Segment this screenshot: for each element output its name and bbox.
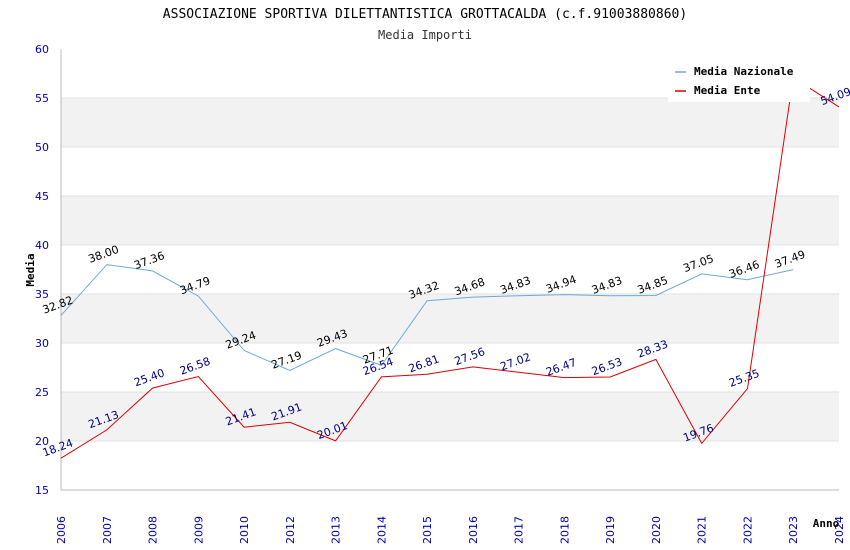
y-tick-label: 45: [35, 190, 49, 203]
y-tick-label: 60: [35, 43, 49, 56]
x-tick-label: 2008: [147, 516, 160, 544]
y-tick-labels: 15 20 25 30 35 40 45 50 55 60: [35, 43, 49, 497]
series-line-media-ente: [60, 76, 840, 459]
x-axis-label: Anno: [813, 517, 840, 530]
x-tick-label: 2018: [558, 516, 571, 544]
grid-band: [61, 196, 839, 245]
grid-band: [61, 294, 839, 343]
x-tick-label: 2012: [284, 516, 297, 544]
grid-band: [61, 441, 839, 490]
y-tick-label: 40: [35, 239, 49, 252]
x-tick-label: 2015: [421, 516, 434, 544]
x-tick-label: 2023: [787, 516, 800, 544]
legend-label-media-ente: Media Ente: [694, 84, 761, 97]
legend-background: [668, 58, 810, 102]
grid-band: [61, 98, 839, 147]
grid-band: [61, 343, 839, 392]
x-tick-label: 2017: [513, 516, 526, 544]
series-lines: [60, 76, 840, 459]
y-tick-label: 50: [35, 141, 49, 154]
y-tick-label: 30: [35, 337, 49, 350]
axes: [60, 49, 839, 491]
x-tick-label: 2014: [375, 516, 388, 544]
x-tick-label: 2016: [467, 516, 480, 544]
x-tick-label: 2009: [192, 516, 205, 544]
x-tick-label: 2019: [604, 516, 617, 544]
series-line-media-nazionale: [60, 264, 794, 372]
chart-subtitle: Media Importi: [378, 28, 472, 42]
y-tick-label: 25: [35, 386, 49, 399]
x-tick-label: 2021: [696, 516, 709, 544]
x-tick-label: 2013: [330, 516, 343, 544]
y-tick-label: 55: [35, 92, 49, 105]
y-tick-label: 20: [35, 435, 49, 448]
x-tick-label: 2007: [101, 516, 114, 544]
x-tick-labels: 2006 2007 2008 2009 2010 2012 2013 2014 2015 2016…: [55, 516, 846, 544]
legend-label-media-nazionale: Media Nazionale: [694, 65, 794, 78]
grid-band: [61, 392, 839, 441]
x-tick-label: 2024: [833, 516, 846, 544]
y-tick-label: 35: [35, 288, 49, 301]
legend: Media Nazionale Media Ente: [668, 58, 810, 102]
chart-title: ASSOCIAZIONE SPORTIVA DILETTANTISTICA GR…: [163, 7, 687, 22]
y-axis-label: Media: [24, 253, 37, 286]
y-tick-label: 15: [35, 484, 49, 497]
x-tick-label: 2006: [55, 516, 68, 544]
grid-band: [61, 245, 839, 294]
x-tick-label: 2022: [741, 516, 754, 544]
x-tick-label: 2020: [650, 516, 663, 544]
grid-band: [61, 147, 839, 196]
x-tick-label: 2010: [238, 516, 251, 544]
grid-bands: [61, 49, 839, 491]
